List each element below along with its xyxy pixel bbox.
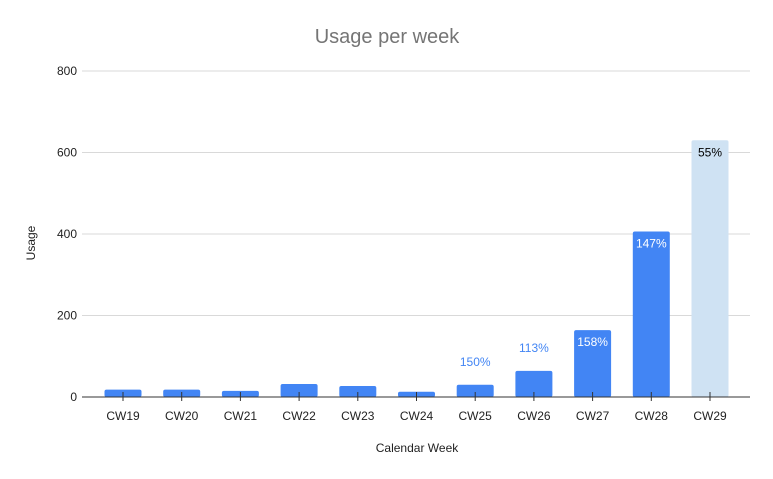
y-tick-label: 600 bbox=[57, 146, 77, 160]
y-tick-label: 0 bbox=[70, 390, 77, 404]
data-label: 147% bbox=[636, 237, 667, 251]
y-axis-title: Usage bbox=[24, 225, 38, 260]
data-label: 158% bbox=[577, 335, 608, 349]
bar-cw22 bbox=[280, 383, 318, 397]
x-tick-label: CW29 bbox=[693, 409, 727, 423]
data-label: 55% bbox=[698, 145, 722, 159]
x-tick-label: CW24 bbox=[400, 409, 434, 423]
bars bbox=[104, 140, 729, 397]
x-tick-label: CW23 bbox=[341, 409, 375, 423]
data-label: 113% bbox=[519, 341, 549, 355]
bar-cw25 bbox=[456, 384, 494, 397]
x-tick-label: CW21 bbox=[224, 409, 258, 423]
x-tick-label: CW19 bbox=[106, 409, 140, 423]
bar-cw23 bbox=[339, 385, 377, 397]
data-labels: 150% 113% 158% 147% 55% bbox=[460, 145, 722, 369]
x-axis-title: Calendar Week bbox=[376, 441, 459, 455]
bar-cw26 bbox=[515, 370, 553, 397]
x-tick-label: CW28 bbox=[635, 409, 669, 423]
x-tick-label: CW22 bbox=[282, 409, 316, 423]
y-tick-label: 800 bbox=[57, 64, 77, 78]
bar-cw28 bbox=[632, 231, 670, 397]
y-tick-label: 200 bbox=[57, 309, 77, 323]
x-tick-label: CW26 bbox=[517, 409, 551, 423]
x-tick-label: CW27 bbox=[576, 409, 610, 423]
y-tick-label: 400 bbox=[57, 227, 77, 241]
x-axis-ticks: CW19 CW20 CW21 CW22 CW23 CW24 CW25 CW26 CW27 CW28… bbox=[106, 392, 727, 423]
bar-cw29 bbox=[691, 140, 729, 397]
data-label: 150% bbox=[460, 355, 491, 369]
chart-title: Usage per week bbox=[315, 26, 461, 48]
x-tick-label: CW25 bbox=[459, 409, 493, 423]
bar-cw27 bbox=[574, 330, 612, 397]
y-axis-ticks: 0 200 400 600 800 bbox=[57, 64, 77, 404]
x-tick-label: CW20 bbox=[165, 409, 199, 423]
